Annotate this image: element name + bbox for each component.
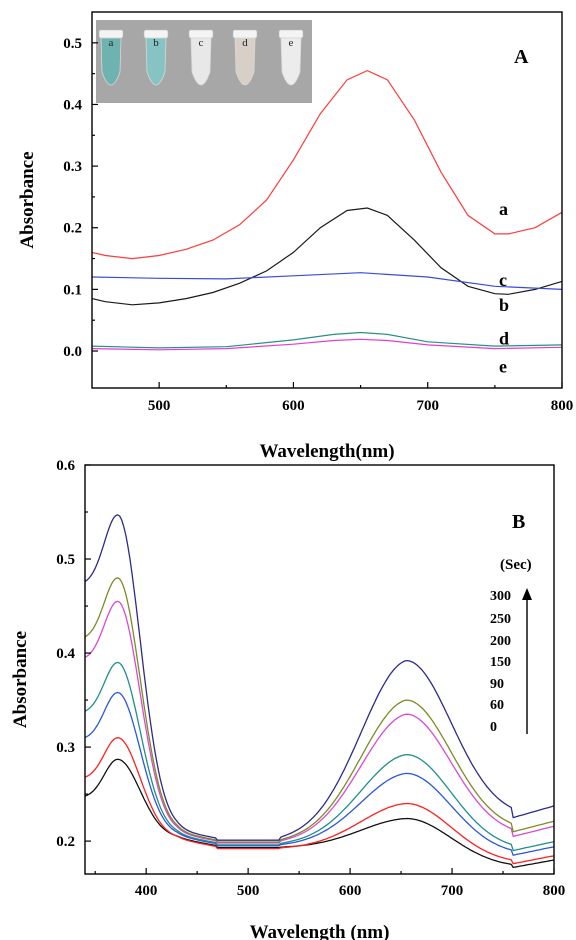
- series-line-b: [91, 207, 563, 306]
- y-tick-label: 0.6: [56, 458, 75, 474]
- curve-label-c: c: [499, 270, 507, 290]
- time-unit-label: (Sec): [500, 557, 532, 573]
- series-line-300s: [84, 514, 555, 841]
- plot-frame-a: [91, 11, 563, 389]
- plot-frame-b: [84, 464, 555, 875]
- series-line-250s: [84, 577, 555, 843]
- y-tick-label: 0.1: [63, 282, 82, 298]
- y-tick-label: 0.4: [56, 646, 75, 662]
- x-tick-label: 700: [416, 398, 439, 414]
- y-tick-label: 0.3: [63, 159, 82, 175]
- x-tick-label: 800: [551, 398, 574, 414]
- series-line-d: [91, 331, 563, 349]
- x-tick-label: 600: [282, 398, 305, 414]
- tube-label: a: [109, 37, 114, 49]
- inset-photo: a b c d e: [96, 20, 312, 103]
- tube-c: c: [188, 29, 214, 86]
- y-axis-title-b: Absorbance: [10, 631, 31, 728]
- series-line-150s: [84, 661, 555, 852]
- y-tick-label: 0.3: [56, 740, 75, 756]
- time-label-250: 250: [490, 612, 511, 627]
- y-axis-title-a: Absorbance: [17, 151, 38, 248]
- tube-label: b: [153, 37, 159, 49]
- tube-d: d: [232, 29, 258, 86]
- panel-letter-b: B: [512, 511, 525, 533]
- y-tick-label: 0.4: [63, 97, 82, 113]
- time-label-200: 200: [490, 634, 511, 649]
- series-line-60s: [84, 737, 555, 865]
- time-label-300: 300: [490, 589, 511, 604]
- axes-b: [84, 464, 555, 875]
- curves-a: [91, 69, 563, 351]
- x-tick-label: 500: [237, 883, 260, 899]
- series-line-c: [91, 272, 563, 290]
- y-tick-label: 0.5: [56, 552, 75, 568]
- axes-a: [91, 11, 563, 389]
- time-label-150: 150: [490, 655, 511, 670]
- ticks-a: 500 600 700 800 0.0 0.1 0.2 0.3 0.4 0.5: [63, 36, 573, 414]
- x-axis-title-a: Wavelength(nm): [259, 441, 394, 462]
- panel-letter-a: A: [514, 46, 529, 68]
- x-tick-label: 500: [148, 398, 171, 414]
- y-tick-label: 0.0: [63, 344, 82, 360]
- time-labels-b: 300 250 200 150 90 60 0: [490, 588, 532, 735]
- tube-label: c: [199, 37, 204, 49]
- series-line-200s: [84, 600, 555, 844]
- y-tick-label: 0.5: [63, 36, 82, 52]
- time-label-0: 0: [490, 720, 497, 735]
- y-tick-label: 0.2: [56, 834, 75, 850]
- x-axis-title-b: Wavelength (nm): [250, 922, 390, 940]
- series-line-0s: [84, 758, 555, 869]
- curves-b: [84, 514, 555, 869]
- tube-label: e: [289, 37, 294, 49]
- series-line-e: [91, 338, 563, 351]
- y-tick-label: 0.2: [63, 221, 82, 237]
- curve-label-a: a: [499, 199, 508, 219]
- x-tick-label: 400: [135, 883, 158, 899]
- arrow-up-icon: [522, 588, 532, 600]
- x-tick-label: 800: [543, 883, 566, 899]
- x-tick-label: 600: [339, 883, 362, 899]
- curve-label-e: e: [499, 356, 507, 376]
- curve-label-b: b: [499, 295, 509, 315]
- x-tick-label: 700: [441, 883, 464, 899]
- series-line-90s: [84, 691, 555, 856]
- tube-e: e: [278, 29, 304, 86]
- tube-a: a: [98, 29, 124, 86]
- time-label-60: 60: [490, 698, 504, 713]
- curve-label-d: d: [499, 329, 509, 349]
- tube-label: d: [242, 37, 248, 49]
- series-line-a: [91, 69, 563, 260]
- time-label-90: 90: [490, 677, 504, 692]
- tube-b: b: [143, 29, 169, 86]
